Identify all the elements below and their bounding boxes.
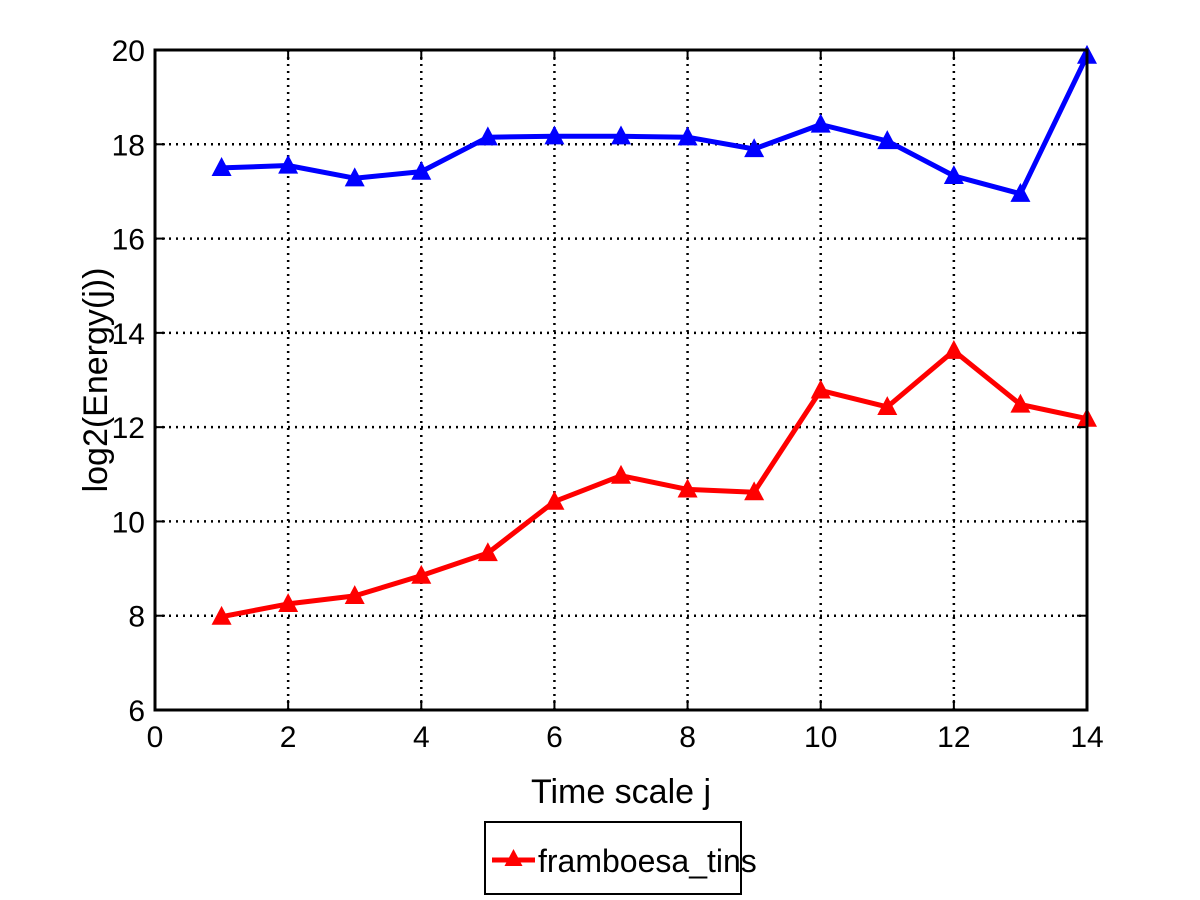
plot-frame bbox=[153, 48, 1089, 712]
series-1-point bbox=[943, 339, 964, 359]
series-0-point bbox=[877, 130, 898, 150]
series-1-point bbox=[411, 564, 432, 584]
x-tick-label: 4 bbox=[413, 721, 430, 754]
series-0-point bbox=[544, 125, 565, 145]
series-0-point bbox=[211, 157, 232, 176]
series-0-point bbox=[278, 154, 299, 174]
y-tick-label: 10 bbox=[112, 506, 145, 539]
x-tick-label: 10 bbox=[804, 721, 837, 754]
series-layer bbox=[211, 44, 1097, 625]
series-1-point bbox=[344, 585, 365, 605]
y-tick-label: 8 bbox=[128, 601, 145, 634]
y-tick-label: 12 bbox=[112, 412, 145, 445]
series-0-point bbox=[744, 138, 765, 158]
x-tick-label: 2 bbox=[280, 721, 297, 754]
y-tick-label: 18 bbox=[112, 129, 145, 162]
series-1-point bbox=[477, 542, 498, 562]
series-0-point bbox=[1010, 182, 1031, 202]
series-0-point bbox=[411, 160, 432, 180]
series-0-point bbox=[344, 167, 365, 187]
series-0-point bbox=[477, 126, 498, 146]
series-1-point bbox=[877, 396, 898, 415]
series-1-point bbox=[544, 490, 565, 510]
x-tick-label: 14 bbox=[1070, 721, 1103, 754]
x-tick-label: 6 bbox=[546, 721, 563, 754]
series-1-point bbox=[677, 478, 698, 498]
series-1-point bbox=[611, 464, 631, 484]
grid-lines bbox=[155, 50, 1087, 710]
series-1-point bbox=[278, 593, 299, 613]
series-0-point bbox=[943, 165, 964, 184]
x-tick-label: 8 bbox=[679, 721, 696, 754]
x-tick-label: 12 bbox=[937, 721, 970, 754]
y-tick-label: 14 bbox=[112, 318, 145, 351]
series-0-point bbox=[611, 125, 631, 145]
series-line-1 bbox=[221, 348, 1088, 620]
series-0-point bbox=[810, 113, 831, 133]
y-axis-label: log2(Energy(j)) bbox=[77, 268, 115, 493]
series-line-0 bbox=[221, 54, 1090, 197]
y-tick-label: 16 bbox=[112, 224, 145, 257]
series-1-point bbox=[1010, 393, 1031, 413]
x-tick-label: 0 bbox=[147, 721, 164, 754]
x-axis-label: Time scale j bbox=[531, 773, 711, 811]
y-tick-label: 20 bbox=[112, 35, 145, 68]
axis-ticks: 0 2 4 6 8 10 12 14 6 8 10 12 14 16 18 20 bbox=[112, 35, 1104, 754]
series-1-point bbox=[211, 605, 232, 625]
legend-triangle-marker bbox=[504, 849, 523, 866]
series-1-point bbox=[744, 481, 765, 501]
legend-label: framboesa_tins bbox=[538, 843, 757, 879]
series-0-point bbox=[677, 126, 698, 146]
series-1-point bbox=[810, 379, 831, 399]
y-tick-label: 6 bbox=[128, 695, 145, 728]
legend: framboesa_tins bbox=[484, 821, 757, 895]
